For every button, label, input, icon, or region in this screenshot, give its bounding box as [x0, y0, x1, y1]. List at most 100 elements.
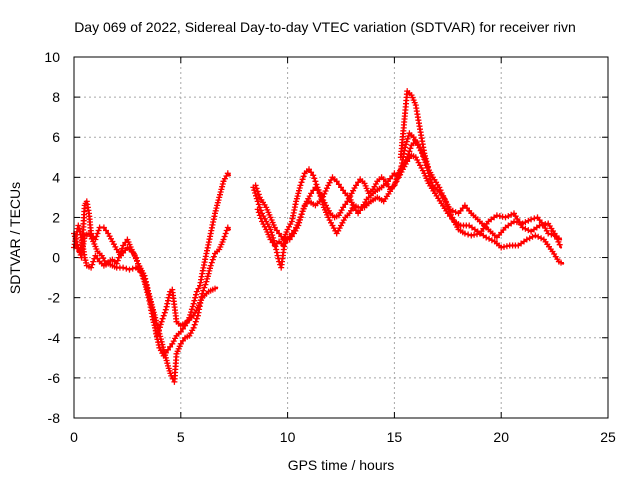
data-point	[201, 284, 208, 291]
data-point	[442, 198, 449, 205]
data-point	[319, 198, 326, 205]
data-point	[488, 237, 495, 244]
data-point	[209, 256, 216, 263]
data-point	[162, 354, 169, 361]
data-point	[193, 315, 200, 322]
data-point	[210, 253, 217, 260]
data-point	[313, 181, 320, 188]
data-point	[224, 170, 231, 177]
data-point	[395, 172, 402, 179]
data-point	[123, 265, 130, 272]
data-point	[138, 269, 145, 276]
data-point	[253, 192, 259, 199]
data-point	[161, 309, 168, 316]
data-point	[474, 231, 480, 238]
data-point	[297, 216, 303, 223]
y-tick-label: 6	[52, 129, 60, 145]
data-point	[222, 230, 229, 237]
data-point	[522, 225, 529, 232]
data-point	[298, 179, 305, 186]
data-point	[353, 182, 359, 189]
data-point	[118, 248, 124, 255]
data-point	[267, 226, 274, 233]
data-point	[224, 224, 231, 231]
data-point	[531, 215, 538, 222]
data-point	[316, 190, 323, 197]
data-point	[256, 204, 263, 211]
data-point	[166, 291, 173, 298]
data-point	[253, 195, 260, 202]
data-point	[405, 151, 412, 158]
data-point	[83, 259, 90, 266]
data-point	[214, 202, 221, 209]
data-point	[151, 322, 158, 329]
data-point	[452, 209, 459, 216]
series-segment-1c	[73, 230, 219, 339]
x-tick-label: 10	[280, 429, 296, 445]
data-point	[423, 158, 430, 165]
data-point	[157, 336, 164, 343]
data-point	[217, 191, 223, 198]
data-point	[137, 266, 144, 273]
data-point	[94, 230, 101, 237]
data-point	[496, 213, 503, 220]
data-point	[250, 184, 257, 191]
data-point	[162, 306, 169, 313]
data-point	[424, 163, 431, 170]
data-point	[257, 207, 264, 214]
data-point	[119, 245, 126, 252]
data-point	[187, 311, 194, 318]
data-point	[75, 222, 82, 229]
data-point	[528, 216, 535, 223]
data-point	[221, 233, 228, 240]
data-point	[312, 178, 319, 185]
plot-frame	[73, 56, 609, 419]
data-point	[438, 190, 445, 196]
data-point	[212, 285, 218, 292]
data-point	[192, 318, 199, 325]
data-point	[219, 183, 226, 190]
data-point	[160, 312, 167, 319]
data-point	[422, 152, 428, 159]
data-point	[483, 234, 490, 241]
data-point	[82, 257, 89, 264]
data-point	[163, 303, 170, 310]
data-point	[164, 360, 171, 367]
data-point	[493, 212, 500, 219]
data-point	[422, 155, 429, 162]
data-point	[191, 297, 198, 304]
y-tick-label: 2	[52, 209, 60, 225]
data-point	[163, 357, 170, 364]
data-point	[218, 186, 225, 193]
data-point	[449, 207, 456, 214]
data-point	[300, 173, 307, 180]
data-point	[437, 187, 444, 194]
data-point	[160, 346, 167, 353]
data-point	[76, 225, 83, 232]
data-point	[320, 201, 327, 208]
data-point	[393, 178, 400, 185]
data-point	[294, 193, 301, 200]
data-point	[299, 176, 306, 183]
data-point	[207, 262, 214, 269]
data-point	[502, 214, 509, 221]
data-point	[126, 266, 133, 273]
data-point	[132, 254, 139, 261]
data-point	[505, 213, 512, 220]
data-point	[191, 321, 198, 328]
data-point	[529, 233, 536, 240]
data-point	[554, 236, 561, 243]
data-point	[523, 236, 530, 243]
data-point	[539, 221, 546, 228]
data-point	[465, 231, 472, 238]
data-point	[154, 332, 161, 339]
data-point	[219, 181, 226, 187]
data-point	[205, 270, 212, 277]
data-point	[134, 257, 140, 264]
data-point	[396, 169, 403, 176]
data-point	[114, 257, 121, 264]
data-point	[271, 240, 278, 247]
data-point	[216, 194, 223, 201]
data-point	[402, 144, 409, 151]
data-point	[446, 209, 453, 216]
